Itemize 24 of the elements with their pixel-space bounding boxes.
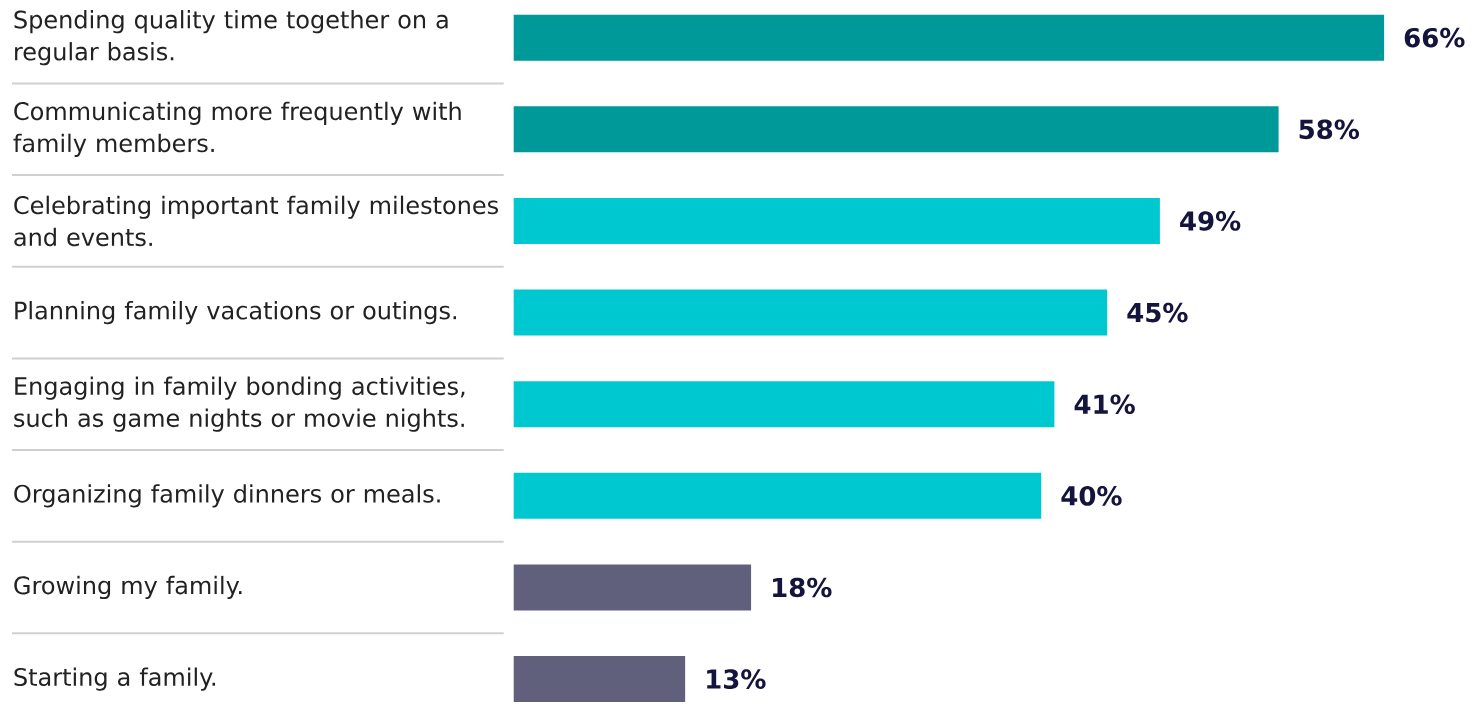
- data-label: 66%: [1404, 28, 1465, 48]
- bar: [513, 106, 1279, 153]
- y-tick-label: Starting a family.: [14, 667, 215, 691]
- y-tick-label: Planning family vacations or outings.: [15, 301, 457, 325]
- bar: [513, 381, 1055, 428]
- bar: [513, 198, 1160, 245]
- y-tick-label: Communicating more frequently with family members.: [13, 101, 461, 158]
- data-label: 18%: [773, 577, 832, 598]
- bar: [513, 656, 686, 703]
- data-label: 13%: [707, 669, 766, 690]
- data-label: 49%: [1180, 211, 1241, 231]
- bar: [513, 564, 752, 611]
- y-tick-label: Celebrating important family milestones and events.: [14, 195, 498, 247]
- y-tick-label: Organizing family dinners or meals.: [14, 484, 440, 508]
- y-tick-label: Engaging in family bonding activities, such as game nights or movie nights.: [14, 376, 465, 432]
- data-label: 40%: [1061, 486, 1122, 506]
- data-label: 41%: [1074, 394, 1135, 415]
- data-label: 45%: [1127, 302, 1188, 323]
- bar: [513, 14, 1385, 61]
- y-tick-label: Growing my family.: [14, 576, 242, 600]
- y-tick-label: Spending quality time together on a regular basis.: [14, 10, 448, 66]
- data-label: 58%: [1299, 119, 1360, 140]
- bar: [513, 473, 1042, 520]
- bar: [513, 289, 1108, 336]
